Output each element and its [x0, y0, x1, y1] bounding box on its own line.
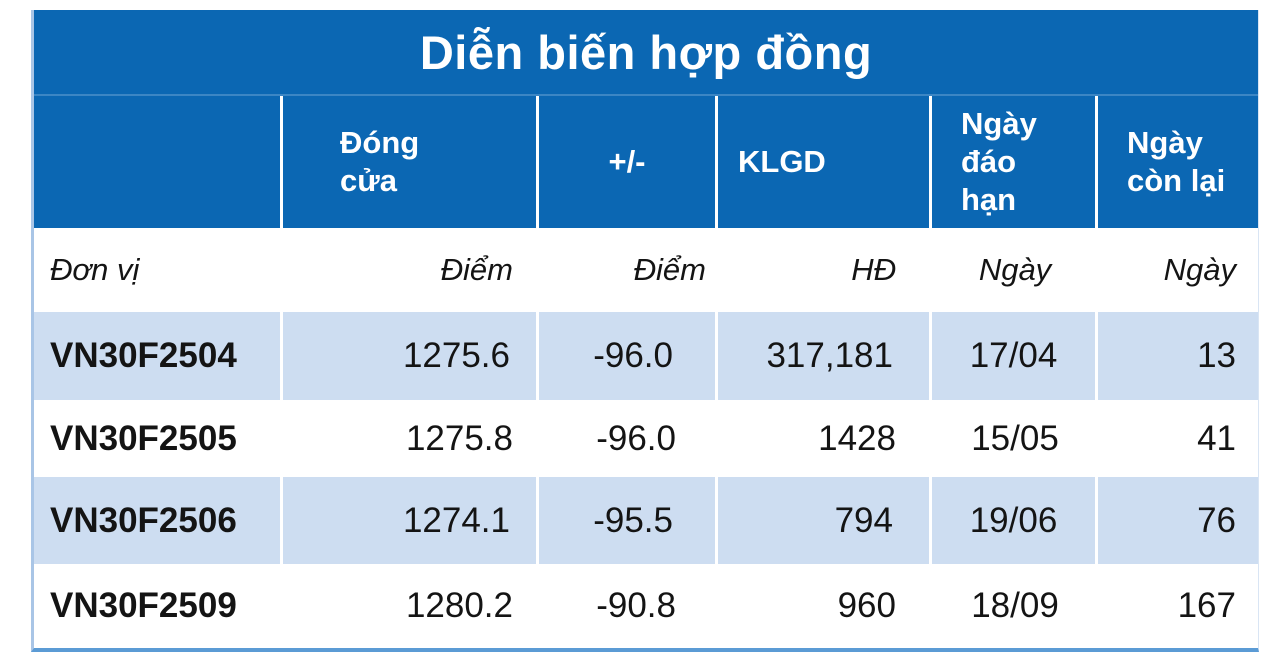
close-price: 1275.6 [283, 312, 539, 400]
contract-code: VN30F2505 [34, 400, 283, 477]
volume: 317,181 [718, 312, 932, 400]
col-header-volume: KLGD [718, 96, 932, 228]
expiry-date: 15/05 [932, 400, 1098, 477]
col-header-close: Đóng cửa [283, 96, 539, 228]
table-title: Diễn biến hợp đồng [34, 10, 1258, 96]
contract-code: VN30F2504 [34, 312, 283, 400]
change-value: -95.5 [539, 477, 718, 564]
volume: 960 [718, 564, 932, 648]
unit-days-left: Ngày [1098, 228, 1258, 312]
title-row: Diễn biến hợp đồng [34, 10, 1258, 96]
days-remaining: 41 [1098, 400, 1258, 477]
col-header-close-label: Đóng cửa [340, 125, 420, 198]
volume: 794 [718, 477, 932, 564]
unit-contract: Đơn vị [34, 228, 283, 312]
col-header-change: +/- [539, 96, 718, 228]
close-price: 1275.8 [283, 400, 539, 477]
change-value: -90.8 [539, 564, 718, 648]
expiry-date: 19/06 [932, 477, 1098, 564]
expiry-date: 17/04 [932, 312, 1098, 400]
close-price: 1280.2 [283, 564, 539, 648]
days-remaining: 76 [1098, 477, 1258, 564]
col-header-contract [34, 96, 283, 228]
expiry-date: 18/09 [932, 564, 1098, 648]
contract-code: VN30F2506 [34, 477, 283, 564]
change-value: -96.0 [539, 400, 718, 477]
volume: 1428 [718, 400, 932, 477]
contract-code: VN30F2509 [34, 564, 283, 648]
contracts-table: Diễn biến hợp đồng Đóng cửa +/- KLGD Ngà… [31, 10, 1259, 652]
col-header-expiry-label: Ngày đáo hạn [961, 106, 1037, 217]
col-header-expiry: Ngày đáo hạn [932, 96, 1098, 228]
contract-row: VN30F2506 1274.1 -95.5 794 19/06 76 [34, 477, 1258, 564]
change-value: -96.0 [539, 312, 718, 400]
days-remaining: 167 [1098, 564, 1258, 648]
col-header-days-left-label: Ngày còn lại [1127, 125, 1226, 198]
column-header-row: Đóng cửa +/- KLGD Ngày đáo hạn Ngày còn … [34, 96, 1258, 228]
unit-volume: HĐ [718, 228, 932, 312]
unit-expiry: Ngày [932, 228, 1098, 312]
days-remaining: 13 [1098, 312, 1258, 400]
unit-change: Điểm [539, 228, 718, 312]
col-header-days-left: Ngày còn lại [1098, 96, 1258, 228]
unit-row: Đơn vị Điểm Điểm HĐ Ngày Ngày [34, 228, 1258, 312]
contracts-table-wrapper: Diễn biến hợp đồng Đóng cửa +/- KLGD Ngà… [31, 10, 1259, 652]
unit-close: Điểm [283, 228, 539, 312]
close-price: 1274.1 [283, 477, 539, 564]
contract-row: VN30F2509 1280.2 -90.8 960 18/09 167 [34, 564, 1258, 648]
contract-row: VN30F2505 1275.8 -96.0 1428 15/05 41 [34, 400, 1258, 477]
contract-row: VN30F2504 1275.6 -96.0 317,181 17/04 13 [34, 312, 1258, 400]
